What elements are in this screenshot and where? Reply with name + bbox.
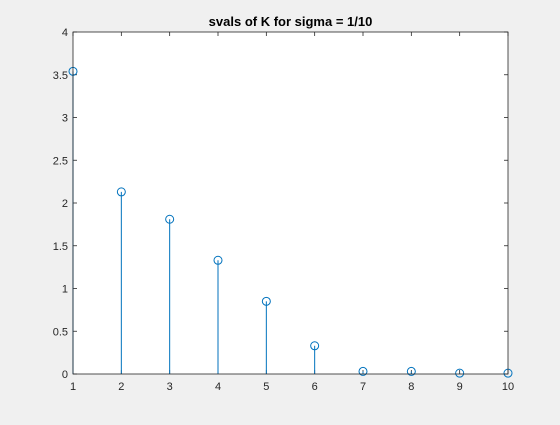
x-tick-label: 10 (502, 381, 514, 393)
y-tick-labels: 0 0.5 1 1.5 2 2.5 3 3.5 4 (53, 27, 68, 381)
x-tick-label: 6 (312, 381, 318, 393)
y-tick-label: 1.5 (53, 241, 68, 253)
x-tick-labels: 1 2 3 4 5 6 7 8 9 10 (70, 381, 514, 393)
y-tick-label: 2 (62, 198, 68, 210)
y-tick-label: 1 (62, 284, 68, 296)
plot-area (73, 32, 508, 374)
y-tick-label: 0.5 (53, 326, 68, 338)
stem-marker (310, 341, 320, 351)
y-tick-label: 3.5 (53, 70, 68, 82)
x-tick-label: 1 (70, 381, 76, 393)
x-tick-label: 4 (215, 381, 221, 393)
chart-title: svals of K for sigma = 1/10 (209, 14, 373, 29)
y-tick-label: 0 (62, 369, 68, 381)
stem-marker (406, 366, 416, 376)
x-tick-label: 8 (408, 381, 414, 393)
y-tick-label: 4 (62, 27, 68, 39)
x-tick-label: 7 (360, 381, 366, 393)
x-tick-label: 2 (118, 381, 124, 393)
stem-marker (358, 366, 368, 376)
x-tick-label: 5 (263, 381, 269, 393)
stem-marker (116, 187, 126, 197)
x-tick-label: 9 (457, 381, 463, 393)
stem-marker (261, 296, 271, 306)
x-tick-label: 3 (167, 381, 173, 393)
stem-marker (455, 368, 465, 378)
stem-marker (165, 214, 175, 224)
y-tick-label: 2.5 (53, 155, 68, 167)
y-tick-label: 3 (62, 113, 68, 125)
axes-box (72, 31, 509, 375)
stem-marker (213, 255, 223, 265)
